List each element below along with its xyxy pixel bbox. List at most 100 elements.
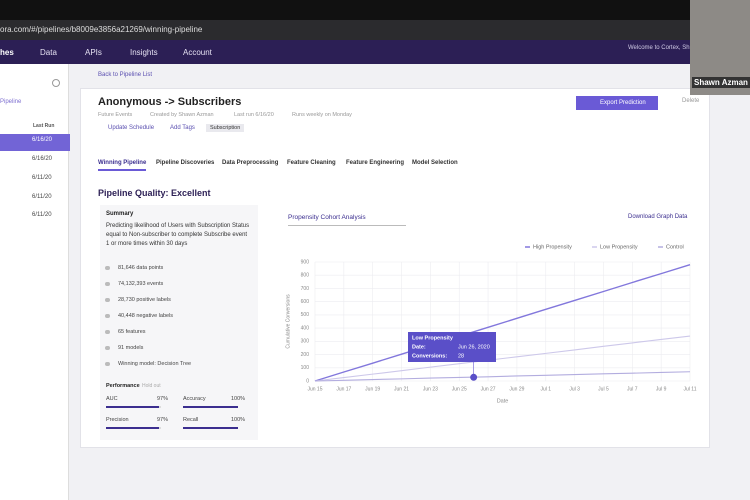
series-line bbox=[314, 371, 691, 382]
metric-name: Precision bbox=[106, 417, 129, 423]
stat-text: 65 features bbox=[118, 329, 146, 335]
x-tick-label: Jul 1 bbox=[540, 386, 551, 392]
sidebar-row-active bbox=[0, 134, 70, 151]
x-tick-label: Jul 5 bbox=[598, 386, 609, 392]
meta-text: Runs weekly on Monday bbox=[292, 112, 352, 118]
back-link[interactable]: Back to Pipeline List bbox=[98, 72, 153, 78]
series-line bbox=[314, 335, 691, 382]
x-tick-label: Jun 25 bbox=[452, 386, 467, 392]
x-tick-label: Jul 11 bbox=[684, 386, 697, 392]
x-tick-label: Jun 27 bbox=[481, 386, 496, 392]
stat-text: 91 models bbox=[118, 345, 144, 351]
x-tick-label: Jun 23 bbox=[423, 386, 438, 392]
page-title: Anonymous -> Subscribers bbox=[98, 96, 242, 108]
tab[interactable]: Feature Cleaning bbox=[287, 160, 336, 166]
url: ora.com/#/pipelines/b8009e3856a21269/win… bbox=[0, 25, 203, 34]
y-tick-label: 400 bbox=[301, 325, 310, 331]
nav-item[interactable]: hes bbox=[0, 48, 14, 57]
sidebar-heading: Pipeline bbox=[0, 99, 22, 105]
tab[interactable]: Winning Pipeline bbox=[98, 160, 147, 171]
x-tick-label: Jul 3 bbox=[569, 386, 580, 392]
sidebar bbox=[0, 64, 69, 500]
y-tick-label: 900 bbox=[301, 259, 310, 265]
tab[interactable]: Pipeline Discoveries bbox=[156, 160, 215, 166]
tooltip-title: Low Propensity bbox=[412, 335, 454, 341]
x-tick-label: Jul 7 bbox=[627, 386, 638, 392]
meta-text: Future Events bbox=[98, 112, 133, 118]
meta-text: Created by Shawn Azman bbox=[150, 112, 214, 118]
metric-bar bbox=[106, 406, 160, 408]
welcome-text: Welcome to Cortex, Sh bbox=[628, 45, 690, 51]
stat-icon bbox=[105, 346, 110, 350]
y-tick-label: 300 bbox=[301, 339, 310, 345]
chart: 0 100 200 300 400 500 600 700 800 900 Jun 15 Jun 17… bbox=[285, 244, 697, 404]
metric-name: Recall bbox=[183, 417, 199, 423]
nav-item[interactable]: APIs bbox=[85, 48, 102, 57]
performance-heading: Performance bbox=[106, 383, 140, 389]
nav-item[interactable]: Data bbox=[40, 48, 57, 57]
stat-text: 28,730 positive labels bbox=[118, 297, 171, 303]
sidebar-row[interactable]: 6/11/20 bbox=[32, 212, 52, 218]
star-icon bbox=[678, 23, 686, 31]
performance-note: Hold out bbox=[142, 383, 161, 389]
sidebar-settings bbox=[52, 79, 60, 87]
y-tick-label: 800 bbox=[301, 273, 310, 279]
webcam-name: Shawn Azman bbox=[692, 77, 750, 88]
metric-bar bbox=[106, 427, 160, 429]
summary-heading: Summary bbox=[106, 211, 134, 217]
x-axis-label: Date bbox=[497, 398, 509, 404]
sidebar-row[interactable]: 6/11/20 bbox=[32, 175, 52, 181]
y-tick-label: 600 bbox=[301, 299, 310, 305]
tooltip-label: Date: bbox=[412, 344, 426, 350]
nav-item[interactable]: Insights bbox=[130, 48, 158, 57]
x-tick-label: Jun 21 bbox=[394, 386, 409, 392]
x-tick-label: Jun 17 bbox=[336, 386, 351, 392]
metric-bar bbox=[183, 427, 238, 429]
legend-label: High Propensity bbox=[533, 244, 572, 250]
metric-value: 97% bbox=[156, 417, 168, 423]
stat-icon bbox=[105, 314, 110, 318]
action-link[interactable]: Update Schedule bbox=[108, 125, 155, 131]
nav-item[interactable]: Account bbox=[183, 48, 212, 57]
y-tick-label: 200 bbox=[301, 352, 310, 358]
stat-text: Winning model: Decision Tree bbox=[118, 361, 192, 367]
x-tick-label: Jun 29 bbox=[509, 386, 524, 392]
x-tick-label: Jun 15 bbox=[307, 386, 322, 392]
download-link[interactable]: Download Graph Data bbox=[628, 214, 688, 220]
summary-panel bbox=[100, 205, 258, 440]
metric-value: 100% bbox=[231, 396, 246, 402]
stat-icon bbox=[105, 266, 110, 270]
tab[interactable]: Feature Engineering bbox=[346, 160, 405, 166]
metric-name: AUC bbox=[106, 396, 118, 402]
meta-text: Last run 6/16/20 bbox=[234, 112, 274, 118]
tooltip-point bbox=[470, 373, 478, 381]
legend-label: Low Propensity bbox=[600, 244, 638, 250]
stat-icon bbox=[105, 330, 110, 334]
legend-label: Control bbox=[666, 244, 684, 250]
sidebar-column: Last Run bbox=[33, 123, 55, 129]
y-tick-label: 100 bbox=[301, 365, 310, 371]
stat-text: 81,646 data points bbox=[118, 265, 164, 271]
stat-icon bbox=[105, 298, 110, 302]
tooltip-box bbox=[408, 332, 496, 362]
browser-top bbox=[0, 0, 750, 20]
action-link[interactable]: Add Tags bbox=[170, 125, 195, 131]
sidebar-row[interactable]: 6/16/20 bbox=[32, 137, 53, 143]
chart-dropdown[interactable]: Propensity Cohort Analysis bbox=[288, 214, 406, 226]
tooltip-value: Jun 26, 2020 bbox=[458, 344, 490, 350]
y-axis-label: Cumulative Conversions bbox=[285, 294, 291, 349]
metric-bar bbox=[183, 406, 238, 408]
metric-value: 97% bbox=[156, 396, 168, 402]
export-button[interactable]: Export Prediction bbox=[576, 96, 658, 110]
series-line bbox=[314, 263, 691, 382]
summary-description: Predicting likelihood of Users with Subs… bbox=[106, 223, 250, 247]
delete-button[interactable]: Delete bbox=[682, 98, 700, 104]
sidebar-row[interactable]: 6/16/20 bbox=[32, 156, 53, 162]
metric-value: 100% bbox=[231, 417, 246, 423]
stat-icon bbox=[105, 282, 110, 286]
tab[interactable]: Data Preprocessing bbox=[222, 160, 279, 166]
sidebar-row[interactable]: 6/11/20 bbox=[32, 194, 52, 200]
tab[interactable]: Model Selection bbox=[412, 160, 458, 166]
stat-icon bbox=[105, 362, 110, 366]
quality-heading: Pipeline Quality: Excellent bbox=[98, 188, 211, 198]
